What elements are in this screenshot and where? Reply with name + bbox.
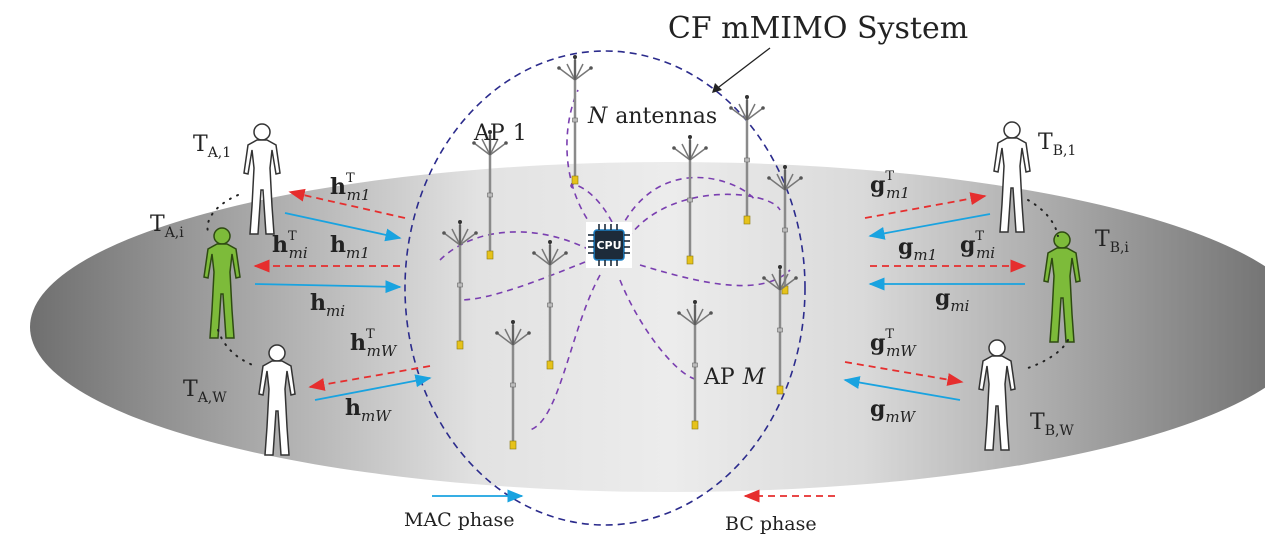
terminal-label-a1: TA,1	[193, 132, 231, 161]
channel-label-a: hmi	[310, 290, 345, 320]
terminal-label-aw: TA,W	[183, 377, 227, 406]
channel-label-b: gmi	[935, 285, 970, 315]
channel-label-a: hm1	[330, 232, 370, 262]
ap-first-label: AP 1	[473, 121, 527, 146]
channel-label-b: gT mi	[960, 229, 995, 262]
diagram-title: CF mMIMO System	[668, 11, 968, 46]
channel-label-b: gm1	[898, 234, 937, 264]
title-pointer	[714, 47, 771, 91]
arrows-a	[253, 188, 432, 401]
channel-label-b: gmW	[870, 396, 917, 426]
terminal-label-bi: TB,i	[1095, 227, 1129, 256]
coverage-area	[30, 162, 1265, 492]
bc-legend-label: BC phase	[725, 513, 817, 535]
pointer-head	[712, 83, 722, 93]
arrows-b	[843, 192, 1027, 401]
terminal-label-bw: TB,W	[1030, 410, 1074, 439]
legend: MAC phase BC phase	[404, 489, 835, 535]
terminal-label-b1: TB,1	[1038, 130, 1076, 159]
cpu-label: CPU	[596, 239, 621, 252]
cpu-icon: CPU	[586, 222, 632, 268]
ap-last-label: AP M	[703, 365, 766, 390]
user-group-dots	[206, 194, 1069, 369]
channel-label-a: hmW	[345, 395, 392, 425]
channel-label-b: gT mW	[870, 327, 917, 360]
channel-label-b: gT m1	[870, 169, 910, 202]
mac-legend-label: MAC phase	[404, 509, 514, 531]
terminal-label-ai: TA,i	[150, 212, 184, 241]
channel-label-a: hT mi	[272, 229, 308, 262]
channel-label-a: hT m1	[330, 171, 370, 204]
channel-label-a: hT mW	[350, 327, 398, 360]
system-boundary	[404, 50, 806, 526]
